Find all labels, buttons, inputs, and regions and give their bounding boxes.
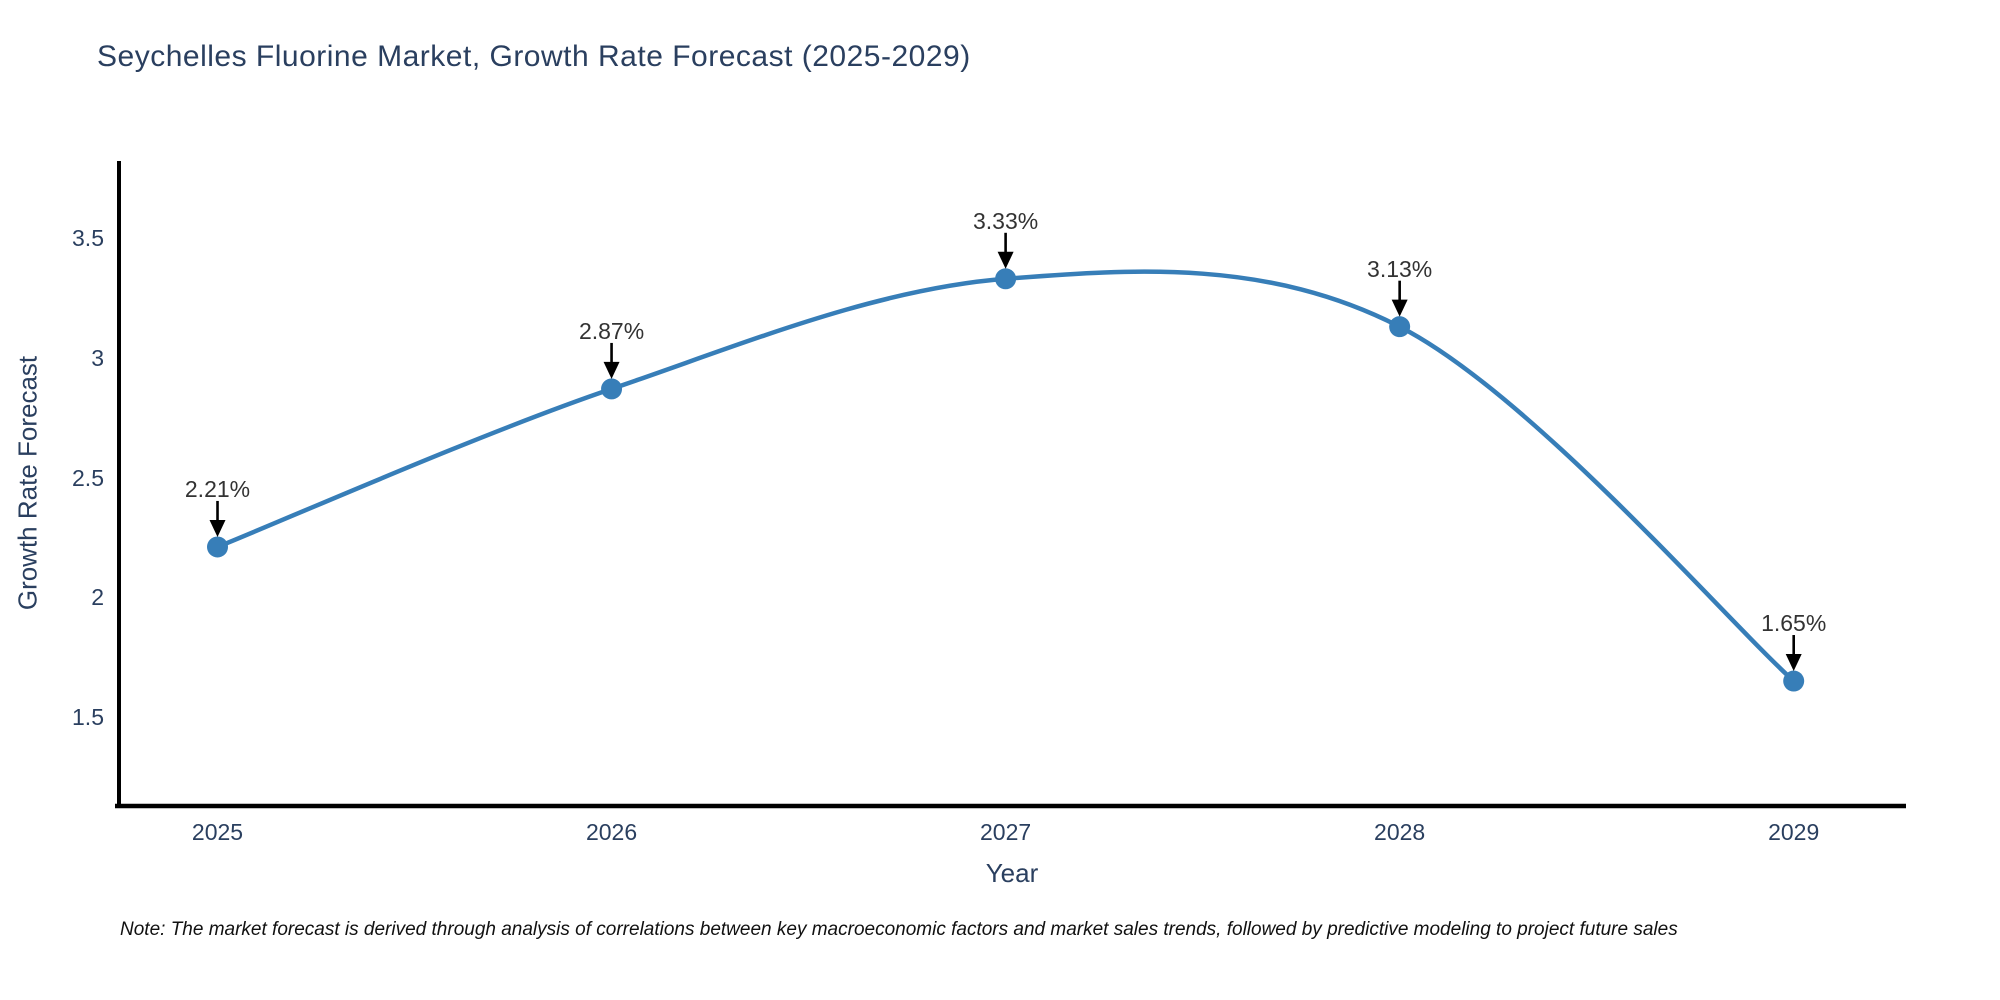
data-point-marker[interactable] xyxy=(1389,316,1411,338)
y-tick-label: 2 xyxy=(91,584,104,611)
y-tick-label: 3 xyxy=(91,344,104,371)
x-tick-label: 2026 xyxy=(585,819,638,845)
data-point-marker[interactable] xyxy=(995,268,1017,290)
data-point-label: 3.13% xyxy=(1367,255,1433,282)
y-tick-label: 1.5 xyxy=(72,703,104,730)
data-point-label: 1.65% xyxy=(1761,610,1827,637)
annotation-arrowhead xyxy=(1785,654,1802,672)
line-series xyxy=(215,269,1796,684)
footnote: Note: The market forecast is derived thr… xyxy=(120,919,1678,940)
data-point-marker[interactable] xyxy=(207,536,229,558)
y-tick-label: 2.5 xyxy=(72,464,104,491)
x-tick-label: 2029 xyxy=(1768,819,1820,845)
annotation-arrowhead xyxy=(603,361,620,379)
data-point-marker[interactable] xyxy=(1783,670,1805,692)
data-point-label: 3.33% xyxy=(972,207,1039,234)
x-tick-label: 2028 xyxy=(1374,819,1426,845)
x-axis-title: Year xyxy=(985,858,1039,888)
data-point-label: 2.87% xyxy=(578,317,645,344)
y-tick-label: 3.5 xyxy=(72,225,104,252)
annotation-arrowhead xyxy=(209,519,226,537)
x-tick-label: 2027 xyxy=(980,819,1032,845)
chart-title: Seychelles Fluorine Market, Growth Rate … xyxy=(97,40,971,73)
x-tick-label: 2025 xyxy=(191,819,244,845)
data-point-marker[interactable] xyxy=(601,378,623,400)
annotation-arrowhead xyxy=(1391,299,1408,317)
data-point-label: 2.21% xyxy=(184,475,251,502)
annotation-arrowhead xyxy=(997,251,1014,269)
